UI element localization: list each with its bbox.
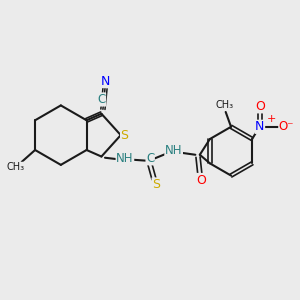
Text: N: N	[101, 74, 110, 88]
Text: S: S	[121, 129, 129, 142]
Text: O: O	[255, 100, 265, 113]
Text: O⁻: O⁻	[279, 120, 294, 133]
Text: +: +	[267, 114, 276, 124]
Text: NH: NH	[165, 143, 182, 157]
Text: NH: NH	[116, 152, 134, 164]
Text: O: O	[196, 173, 206, 187]
Text: S: S	[152, 178, 160, 191]
Text: CH₃: CH₃	[7, 162, 25, 172]
Text: N: N	[255, 120, 265, 133]
Text: C: C	[146, 152, 154, 165]
Text: CH₃: CH₃	[215, 100, 233, 110]
Text: C: C	[97, 93, 106, 106]
